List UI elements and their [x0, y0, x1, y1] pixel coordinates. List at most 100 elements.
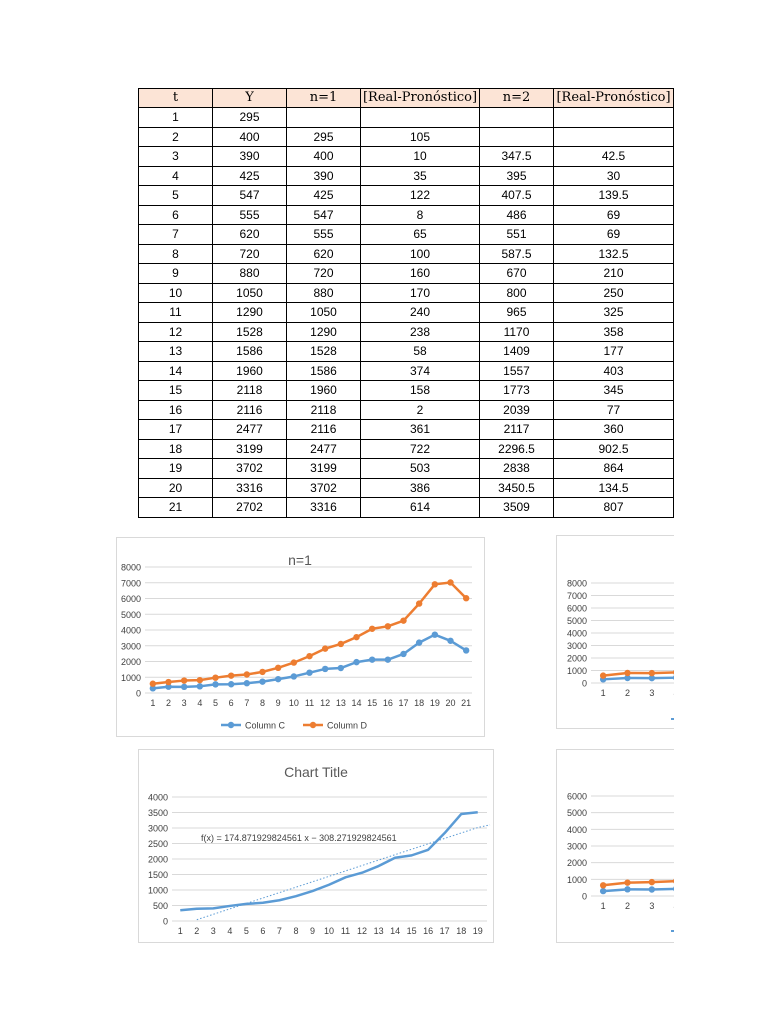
cell-error-n2[interactable]: 902.5	[553, 438, 674, 459]
cell-y[interactable]: 3316	[212, 477, 287, 498]
cell-error-n2[interactable]: 250	[553, 282, 674, 303]
cell-error-n1[interactable]: 386	[360, 477, 480, 498]
cell-n1[interactable]: 720	[286, 263, 361, 284]
cell-t[interactable]: 5	[138, 185, 213, 206]
cell-error-n2[interactable]	[553, 107, 674, 128]
cell-t[interactable]: 1	[138, 107, 213, 128]
cell-y[interactable]: 295	[212, 107, 287, 128]
cell-error-n2[interactable]: 42.5	[553, 146, 674, 167]
cell-error-n2[interactable]	[553, 126, 674, 147]
cell-error-n2[interactable]: 30	[553, 165, 674, 186]
cell-error-n1[interactable]: 170	[360, 282, 480, 303]
cell-n1[interactable]: 2118	[286, 399, 361, 420]
cell-error-n1[interactable]: 8	[360, 204, 480, 225]
cell-error-n2[interactable]: 210	[553, 263, 674, 284]
cell-t[interactable]: 15	[138, 380, 213, 401]
cell-n2[interactable]: 800	[479, 282, 554, 303]
cell-n2[interactable]: 965	[479, 302, 554, 323]
cell-error-n1[interactable]: 160	[360, 263, 480, 284]
cell-error-n2[interactable]: 403	[553, 360, 674, 381]
cell-t[interactable]: 20	[138, 477, 213, 498]
chart-trend[interactable]: Chart Title 0 500 1000 1500 2000 2500 3000 3500 4…	[138, 749, 494, 943]
cell-n1[interactable]: 1960	[286, 380, 361, 401]
cell-y[interactable]: 547	[212, 185, 287, 206]
chart-partial-bottom-right[interactable]: 01000200030004000500060001234	[556, 749, 687, 943]
cell-error-n1[interactable]: 240	[360, 302, 480, 323]
cell-t[interactable]: 19	[138, 458, 213, 479]
cell-n2[interactable]: 407.5	[479, 185, 554, 206]
cell-error-n2[interactable]: 864	[553, 458, 674, 479]
cell-t[interactable]: 4	[138, 165, 213, 186]
cell-y[interactable]: 425	[212, 165, 287, 186]
cell-error-n1[interactable]: 105	[360, 126, 480, 147]
cell-y[interactable]: 390	[212, 146, 287, 167]
cell-error-n1[interactable]: 10	[360, 146, 480, 167]
cell-error-n1[interactable]: 722	[360, 438, 480, 459]
cell-n1[interactable]: 620	[286, 243, 361, 264]
cell-n2[interactable]: 486	[479, 204, 554, 225]
header-y[interactable]: Y	[212, 88, 287, 108]
cell-n2[interactable]: 2117	[479, 419, 554, 440]
cell-y[interactable]: 400	[212, 126, 287, 147]
cell-error-n1[interactable]: 361	[360, 419, 480, 440]
header-n1[interactable]: n=1	[286, 88, 361, 108]
cell-n1[interactable]: 3199	[286, 458, 361, 479]
cell-t[interactable]: 10	[138, 282, 213, 303]
cell-error-n2[interactable]: 360	[553, 419, 674, 440]
cell-n1[interactable]: 1050	[286, 302, 361, 323]
cell-n2[interactable]: 670	[479, 263, 554, 284]
cell-n2[interactable]: 1170	[479, 321, 554, 342]
cell-error-n2[interactable]: 134.5	[553, 477, 674, 498]
cell-error-n2[interactable]: 69	[553, 204, 674, 225]
cell-error-n1[interactable]: 100	[360, 243, 480, 264]
cell-error-n1[interactable]: 65	[360, 224, 480, 245]
cell-n2[interactable]	[479, 107, 554, 128]
cell-t[interactable]: 3	[138, 146, 213, 167]
cell-t[interactable]: 17	[138, 419, 213, 440]
cell-n1[interactable]: 547	[286, 204, 361, 225]
cell-n1[interactable]: 400	[286, 146, 361, 167]
cell-t[interactable]: 18	[138, 438, 213, 459]
cell-error-n2[interactable]: 177	[553, 341, 674, 362]
cell-n2[interactable]: 551	[479, 224, 554, 245]
cell-n2[interactable]: 3450.5	[479, 477, 554, 498]
cell-y[interactable]: 3199	[212, 438, 287, 459]
cell-n1[interactable]: 1528	[286, 341, 361, 362]
cell-n1[interactable]: 3702	[286, 477, 361, 498]
cell-error-n1[interactable]: 158	[360, 380, 480, 401]
cell-error-n1[interactable]: 35	[360, 165, 480, 186]
cell-n1[interactable]: 1290	[286, 321, 361, 342]
cell-error-n2[interactable]: 345	[553, 380, 674, 401]
cell-n2[interactable]: 2296.5	[479, 438, 554, 459]
cell-error-n1[interactable]: 374	[360, 360, 480, 381]
cell-n2[interactable]: 2039	[479, 399, 554, 420]
cell-t[interactable]: 2	[138, 126, 213, 147]
cell-y[interactable]: 620	[212, 224, 287, 245]
cell-error-n1[interactable]: 122	[360, 185, 480, 206]
header-error-n2[interactable]: [Real-Pronóstico]	[553, 88, 674, 108]
cell-y[interactable]: 720	[212, 243, 287, 264]
cell-n2[interactable]: 347.5	[479, 146, 554, 167]
header-error-n1[interactable]: [Real-Pronóstico]	[360, 88, 480, 108]
cell-error-n1[interactable]	[360, 107, 480, 128]
cell-n1[interactable]: 425	[286, 185, 361, 206]
cell-n1[interactable]: 2477	[286, 438, 361, 459]
cell-n1[interactable]: 555	[286, 224, 361, 245]
cell-t[interactable]: 6	[138, 204, 213, 225]
cell-t[interactable]: 13	[138, 341, 213, 362]
cell-error-n2[interactable]: 69	[553, 224, 674, 245]
cell-error-n2[interactable]: 807	[553, 497, 674, 518]
cell-t[interactable]: 14	[138, 360, 213, 381]
cell-error-n1[interactable]: 2	[360, 399, 480, 420]
cell-t[interactable]: 7	[138, 224, 213, 245]
cell-y[interactable]: 1528	[212, 321, 287, 342]
cell-n1[interactable]: 390	[286, 165, 361, 186]
cell-n2[interactable]: 395	[479, 165, 554, 186]
header-t[interactable]: t	[138, 88, 213, 108]
cell-y[interactable]: 880	[212, 263, 287, 284]
header-n2[interactable]: n=2	[479, 88, 554, 108]
cell-t[interactable]: 12	[138, 321, 213, 342]
chart-n1[interactable]: n=1 0 1000 2000 3000 4000 5000 6000 7000 8000 1 2 3 4…	[116, 537, 485, 737]
cell-t[interactable]: 8	[138, 243, 213, 264]
cell-y[interactable]: 2477	[212, 419, 287, 440]
